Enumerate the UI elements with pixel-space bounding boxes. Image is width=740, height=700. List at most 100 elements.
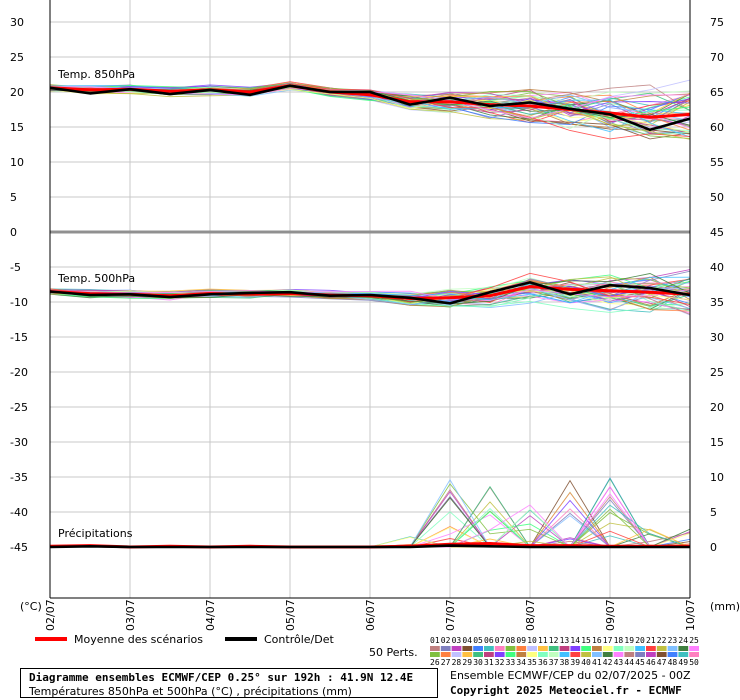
x-tick-label: 08/07 (524, 599, 537, 631)
member-number: 44 (624, 658, 634, 667)
member-swatch (548, 646, 559, 651)
member-number: 19 (624, 636, 634, 645)
left-unit-label: (°C) (20, 600, 42, 613)
member-swatch (570, 652, 581, 657)
member-number: 35 (527, 658, 537, 667)
member-swatch (602, 652, 613, 657)
member-number: 31 (484, 658, 494, 667)
main-series (49, 84, 691, 549)
member-swatch (473, 646, 483, 651)
left-tick-label: -35 (10, 471, 28, 484)
member-swatch (494, 652, 505, 657)
member-number: 10 (527, 636, 537, 645)
x-tick-label: 06/07 (364, 599, 377, 631)
member-line (49, 286, 691, 302)
member-swatch (656, 646, 667, 651)
member-number: 17 (603, 636, 613, 645)
member-swatch (689, 646, 699, 651)
member-swatch (678, 646, 689, 651)
left-tick-label: -25 (10, 401, 28, 414)
right-tick-label: 0 (710, 541, 717, 554)
member-number: 08 (506, 636, 516, 645)
member-swatch (430, 646, 440, 651)
member-number: 06 (484, 636, 494, 645)
right-tick-label: 70 (710, 51, 724, 64)
member-number: 40 (581, 658, 591, 667)
panel-label: Temp. 500hPa (57, 272, 135, 285)
member-number: 49 (678, 658, 688, 667)
member-number: 46 (646, 658, 656, 667)
member-swatch (494, 646, 505, 651)
member-swatch (656, 652, 667, 657)
member-number: 23 (668, 636, 678, 645)
run-info: Ensemble ECMWF/CEP du 02/07/2025 - 00Z (450, 669, 691, 682)
member-number: 37 (549, 658, 559, 667)
x-tick-label: 04/07 (204, 599, 217, 631)
legend-mean-label: Moyenne des scénarios (74, 633, 203, 646)
member-number: 01 (430, 636, 440, 645)
member-number: 38 (560, 658, 570, 667)
member-swatch (624, 646, 635, 651)
member-number: 24 (678, 636, 688, 645)
right-tick-label: 10 (710, 471, 724, 484)
member-number: 30 (473, 658, 483, 667)
member-number: 41 (592, 658, 602, 667)
left-tick-label: -20 (10, 366, 28, 379)
member-number: 20 (635, 636, 645, 645)
member-number: 28 (452, 658, 462, 667)
member-number: 36 (538, 658, 548, 667)
left-tick-label: 0 (10, 226, 17, 239)
member-number: 15 (581, 636, 591, 645)
panel-label: Temp. 850hPa (57, 68, 135, 81)
member-number: 27 (441, 658, 451, 667)
member-number: 09 (516, 636, 526, 645)
left-tick-label: 5 (10, 191, 17, 204)
right-tick-label: 60 (710, 121, 724, 134)
left-tick-label: -40 (10, 506, 28, 519)
left-tick-label: -10 (10, 296, 28, 309)
right-tick-label: 15 (710, 436, 724, 449)
member-number: 22 (657, 636, 667, 645)
member-number: 07 (495, 636, 505, 645)
member-swatch (538, 646, 548, 651)
legend-control-label: Contrôle/Det (264, 633, 334, 646)
right-tick-label: 55 (710, 156, 724, 169)
member-swatch (689, 652, 699, 657)
member-swatch (430, 652, 440, 657)
chart-title: Diagramme ensembles ECMWF/CEP 0.25° sur … (29, 671, 414, 684)
member-swatch (635, 652, 645, 657)
member-number: 14 (570, 636, 580, 645)
chart-subtitle: Températures 850hPa et 500hPa (°C) , pré… (29, 685, 352, 698)
member-line (49, 289, 691, 302)
member-number: 26 (430, 658, 440, 667)
member-number: 45 (635, 658, 645, 667)
member-swatch (462, 652, 473, 657)
member-swatch (559, 646, 570, 651)
member-number: 43 (614, 658, 624, 667)
left-tick-label: 15 (10, 121, 24, 134)
series-control (49, 544, 690, 549)
right-tick-label: 25 (710, 366, 724, 379)
member-number: 02 (441, 636, 451, 645)
member-swatch (570, 646, 581, 651)
member-number: 33 (506, 658, 516, 667)
member-number: 50 (689, 658, 699, 667)
legend: Moyenne des scénarios Contrôle/Det 50 Pert… (35, 633, 699, 667)
x-tick-label: 02/07 (44, 599, 57, 631)
member-swatch (624, 652, 635, 657)
member-number: 16 (592, 636, 602, 645)
x-tick-label: 07/07 (444, 599, 457, 631)
member-swatch (440, 652, 451, 657)
copyright: Copyright 2025 Meteociel.fr - ECMWF (450, 684, 682, 697)
title-box: Diagramme ensembles ECMWF/CEP 0.25° sur … (20, 668, 438, 698)
tick-labels: 302520151050-5-10-15-20-25-30-35-40-4575… (10, 16, 740, 631)
member-swatch (451, 646, 462, 651)
right-tick-label: 45 (710, 226, 724, 239)
member-number: 32 (495, 658, 505, 667)
member-number: 13 (560, 636, 570, 645)
member-swatch (462, 646, 473, 651)
member-swatch (678, 652, 689, 657)
member-swatch (559, 652, 570, 657)
member-swatch (527, 652, 537, 657)
